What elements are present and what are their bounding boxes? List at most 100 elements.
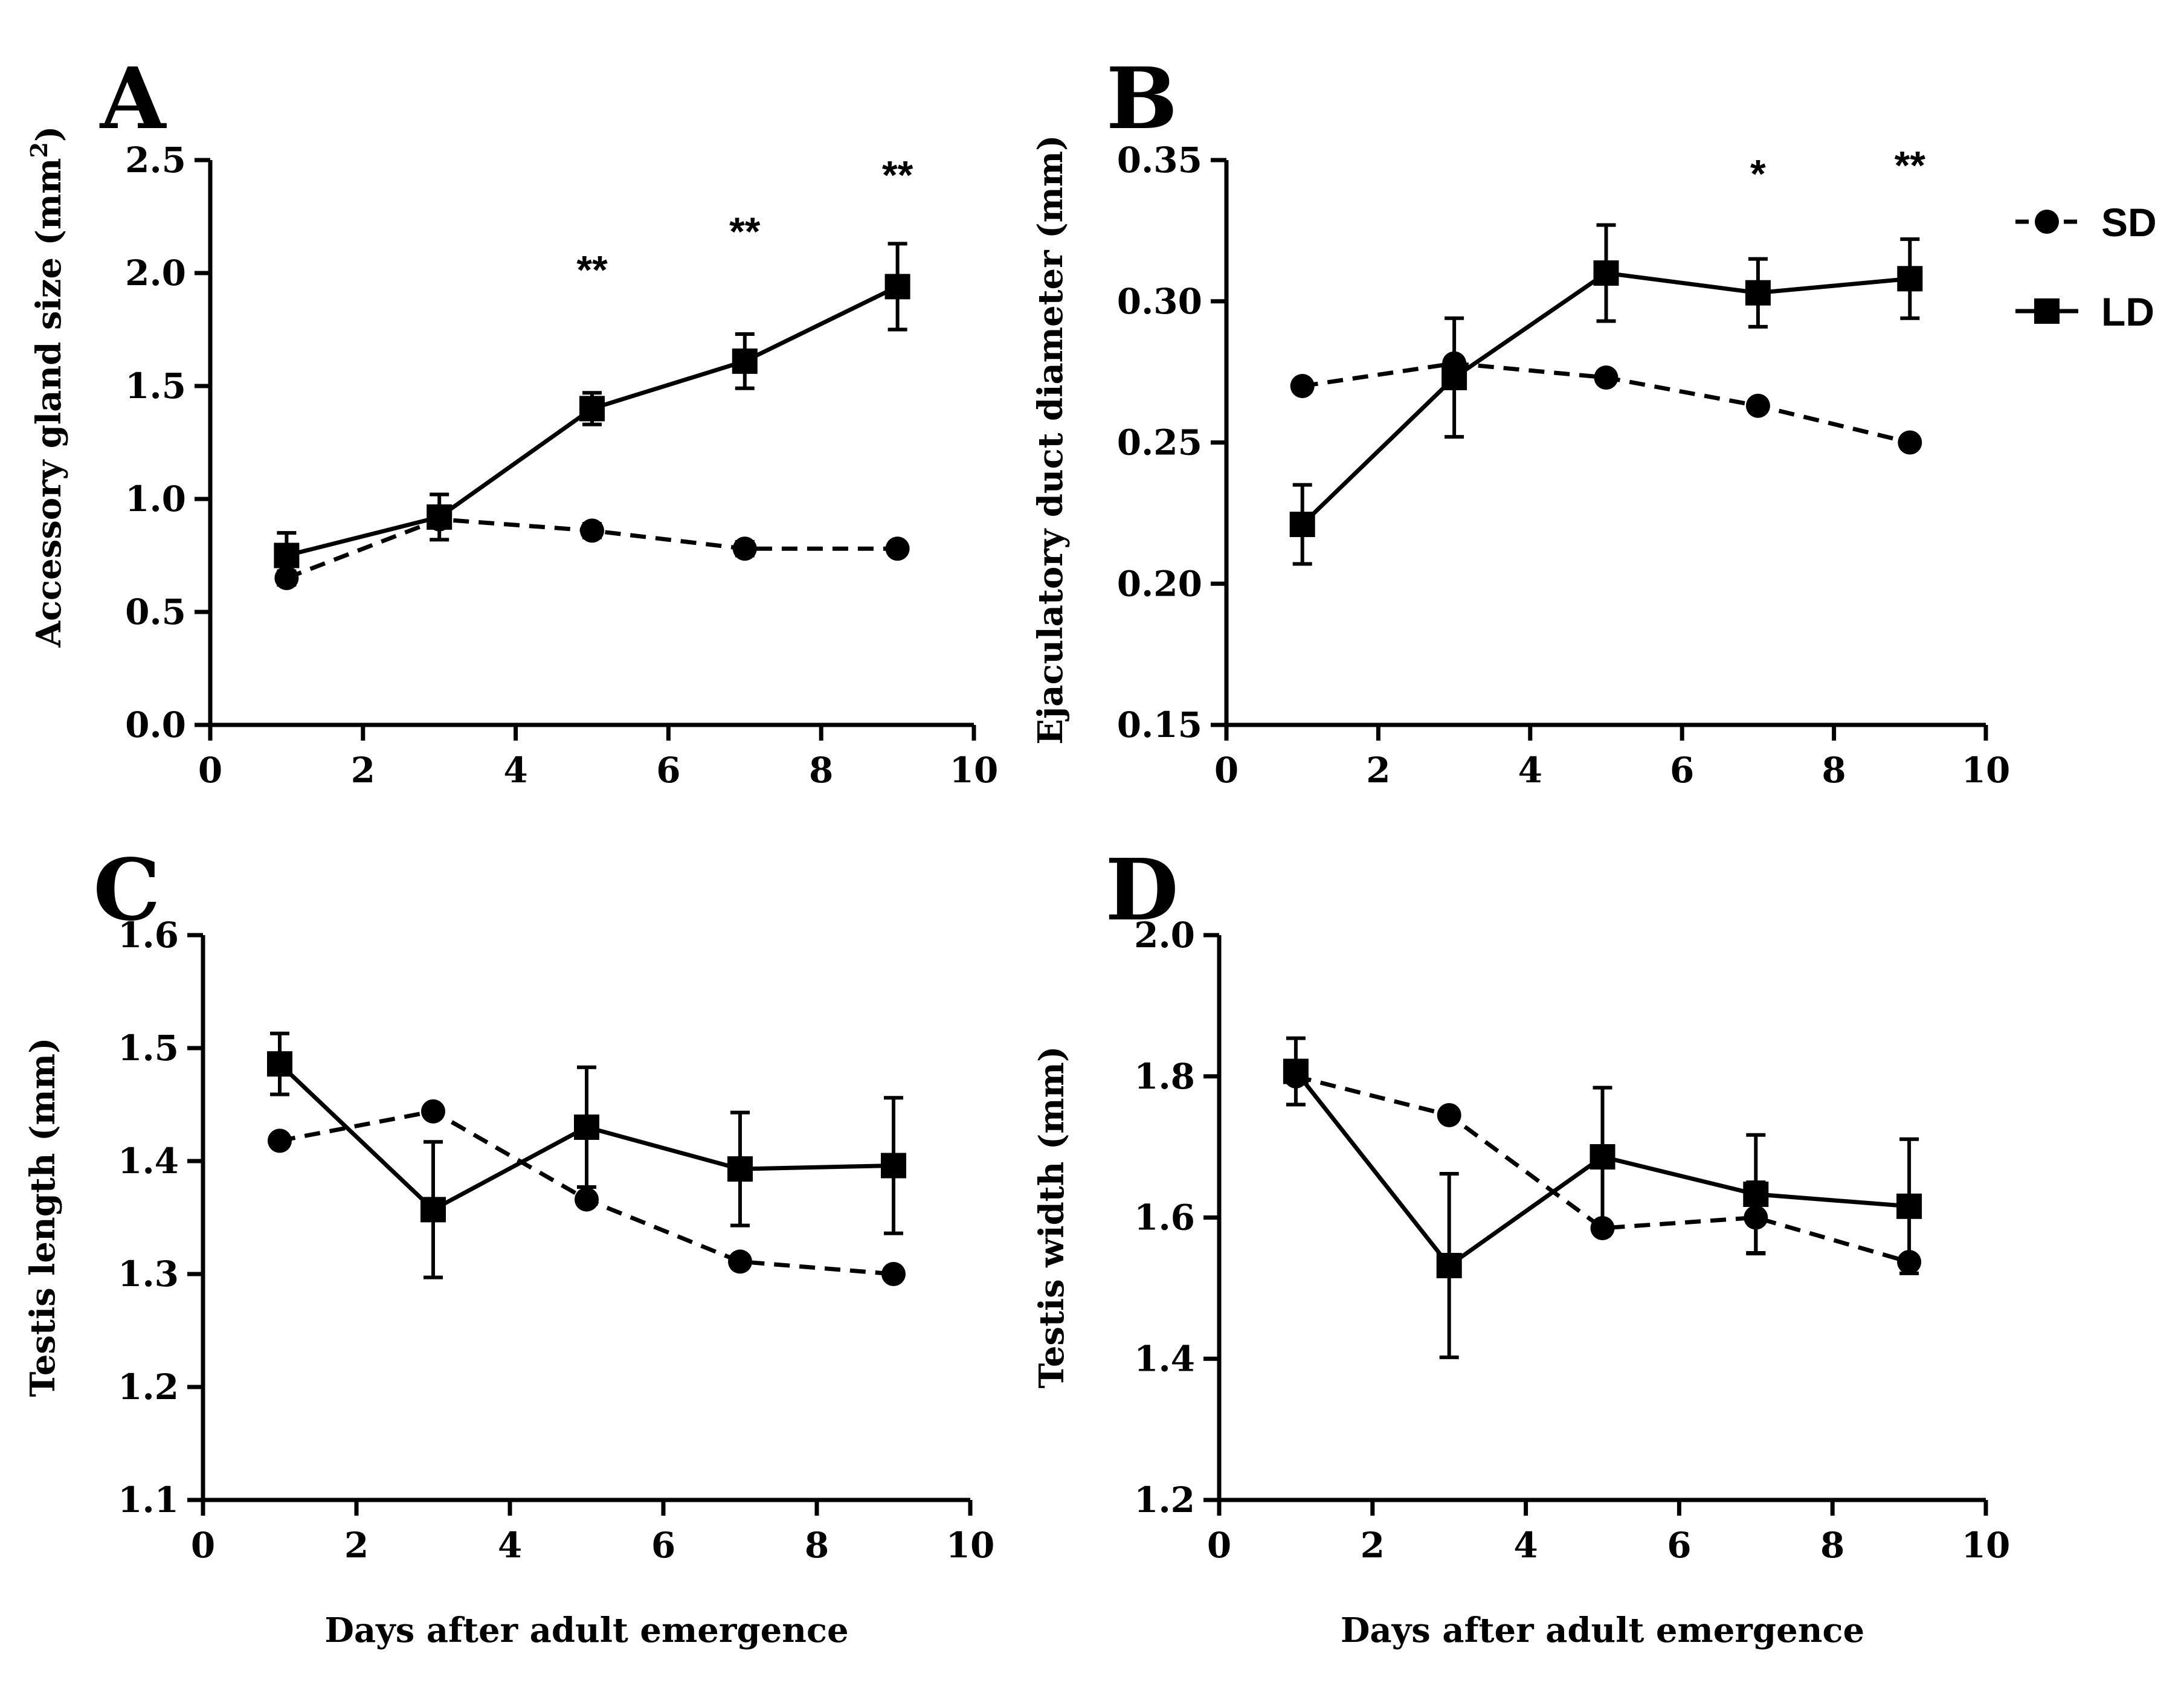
y-tick-label: 0.30 [1117,281,1202,322]
panel-D: D 0 2 4 6 8 10 1.2 1.4 1.6 1.8 2.0 Testis width (mm)… [1032,841,2010,1650]
x-tick-label: 4 [503,750,527,791]
data-point [732,348,758,374]
data-point [728,1249,752,1274]
significance-label: ** [729,209,761,254]
series-LD [274,242,910,580]
y-tick-label: 2.5 [125,140,186,181]
y-axis-title: Ejaculatory duct diameter (mm) [1031,135,1071,744]
legend: SD LD [2015,200,2157,334]
y-tick-label: 1.2 [118,1366,179,1408]
x-axis-title: Days after adult emergence [1341,1611,1864,1650]
legend-label: LD [2101,289,2154,334]
y-tick-label: 1.5 [118,1028,179,1069]
data-point [1594,365,1619,390]
y-axis-title: Testis length (mm) [23,1038,63,1397]
x-tick-label: 8 [1820,1525,1844,1566]
y-tick-label: 1.0 [125,478,186,520]
y-tick-label: 1.3 [118,1253,179,1295]
x-tick-label: 10 [1962,750,2011,791]
y-tick-label: 1.6 [1134,1197,1195,1238]
x-tick-label: 4 [1513,1525,1538,1566]
legend-item-LD: LD [2015,289,2154,334]
significance-label: ** [576,247,608,292]
y-tick-label: 2.0 [1134,915,1195,956]
data-point [274,542,300,568]
data-point [727,1156,753,1182]
data-point [732,536,757,561]
y-tick-label: 0.5 [125,591,186,632]
significance-label: ** [1895,143,1926,187]
data-point [1898,430,1922,455]
y-tick-label: 1.2 [1134,1479,1195,1520]
y-tick-label: 1.8 [1134,1056,1195,1097]
series-SD [268,1099,906,1286]
x-tick-label: 0 [1207,1525,1231,1566]
panel-A: A 0 2 4 6 8 10 0.0 0.5 1.0 1.5 2.0 2.5 Accessory glan… [25,50,998,791]
x-axis-title: Days after adult emergence [324,1611,848,1650]
data-point [881,1262,906,1286]
y-axis-title: Testis width (mm) [1032,1046,1072,1389]
y-axis-title-superscript: 2 [25,142,53,158]
x-tick-label: 6 [651,1525,675,1566]
legend-marker [2035,210,2059,234]
legend-marker [2034,298,2060,324]
data-point [885,536,910,561]
x-tick-label: 2 [344,1525,369,1566]
x-tick-label: 8 [1822,750,1846,791]
data-point [1897,266,1923,292]
y-tick-label: 1.6 [118,915,179,956]
y-tick-label: 1.4 [118,1141,179,1182]
y-tick-label: 0.35 [1117,140,1202,181]
y-tick-label: 0.15 [1117,704,1202,745]
series-SD [274,507,910,590]
y-axis-title: Accessory gland size (mm2) [25,126,69,648]
data-point [1745,393,1770,418]
data-point [881,1153,906,1179]
series-LD [1283,1036,1922,1359]
x-tick-label: 2 [1361,1525,1385,1566]
data-point [420,1197,446,1223]
panel-label: D [1105,841,1178,940]
y-tick-label: 1.1 [118,1479,179,1520]
x-tick-label: 6 [656,750,680,791]
data-point [1896,1193,1922,1219]
data-point [1442,364,1467,390]
data-point [1745,280,1771,306]
series-LD [267,1031,906,1279]
data-point [574,1114,599,1140]
significance-label: * [1750,151,1766,196]
x-tick-label: 8 [805,1525,829,1566]
y-axis-title-suffix: ) [29,126,69,143]
data-point [580,518,604,543]
data-point [267,1051,292,1077]
x-tick-label: 8 [809,750,833,791]
panel-C: C 0 2 4 6 8 10 1.1 1.2 1.3 1.4 1.5 1.6 Testis length … [23,841,994,1650]
data-point [1289,512,1315,538]
y-tick-label: 1.5 [125,365,186,407]
y-tick-label: 1.4 [1134,1338,1195,1379]
data-point [1437,1103,1461,1128]
series-line [1295,1074,1910,1264]
panel-B: B 0 2 4 6 8 10 0.15 0.20 0.25 0.30 0.35 Ejaculatory … [1031,50,2010,791]
x-tick-label: 4 [1518,750,1542,791]
data-point [1593,260,1619,286]
data-point [1743,1181,1769,1207]
data-point [1436,1252,1462,1278]
x-tick-label: 0 [198,750,222,791]
legend-item-SD: SD [2015,200,2157,245]
significance-label: ** [882,152,913,197]
data-point [427,504,453,530]
data-point [1290,374,1315,398]
data-point [1283,1058,1309,1084]
x-tick-label: 0 [1214,750,1239,791]
data-point [1590,1144,1615,1170]
data-point [579,396,605,422]
panel-label: C [93,841,160,940]
x-tick-label: 4 [498,1525,522,1566]
data-point [268,1128,292,1153]
y-tick-label: 0.0 [125,704,186,745]
x-tick-label: 10 [950,750,999,791]
x-tick-label: 10 [1962,1525,2011,1566]
y-tick-label: 0.20 [1117,563,1202,604]
